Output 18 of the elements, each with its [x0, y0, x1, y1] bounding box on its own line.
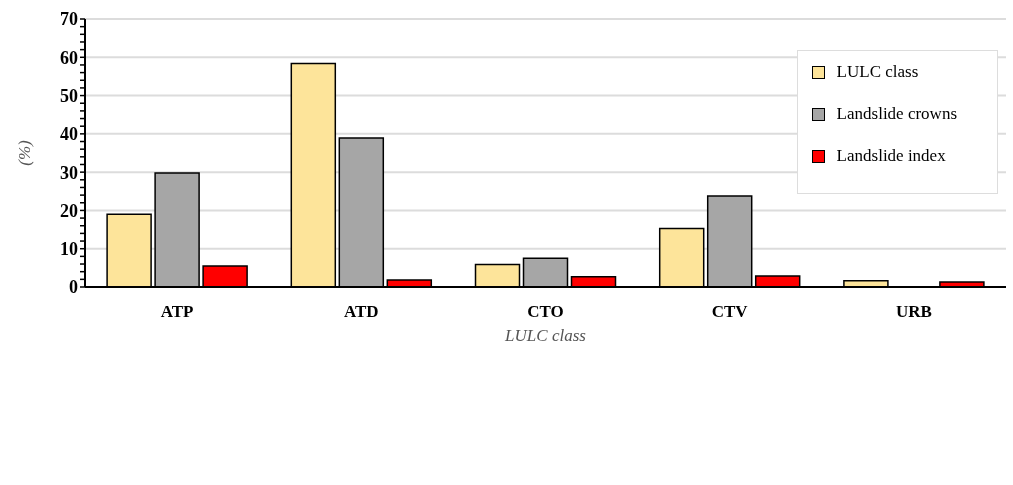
x-tick-label: ATD — [343, 302, 379, 322]
y-tick-label: 30 — [60, 162, 78, 183]
x-tick-label: URB — [895, 302, 932, 322]
legend-label: Landslide index — [836, 146, 946, 166]
y-tick-label: 10 — [60, 239, 78, 260]
y-tick-label: 0 — [69, 277, 78, 298]
y-tick-label: 20 — [60, 200, 78, 221]
legend-label: Landslide crowns — [836, 104, 957, 124]
x-tick-label: CTO — [527, 302, 564, 322]
y-tick-label: 50 — [60, 85, 78, 106]
y-tick-label: 70 — [60, 9, 78, 30]
y-axis-title: (%) — [15, 139, 35, 166]
legend-label: LULC class — [836, 62, 919, 82]
y-tick-label: 60 — [60, 47, 78, 68]
x-tick-label: CTV — [711, 302, 749, 322]
x-axis-title: LULC class — [504, 326, 587, 345]
x-tick-label: ATP — [160, 302, 194, 322]
y-tick-label: 40 — [60, 124, 78, 145]
